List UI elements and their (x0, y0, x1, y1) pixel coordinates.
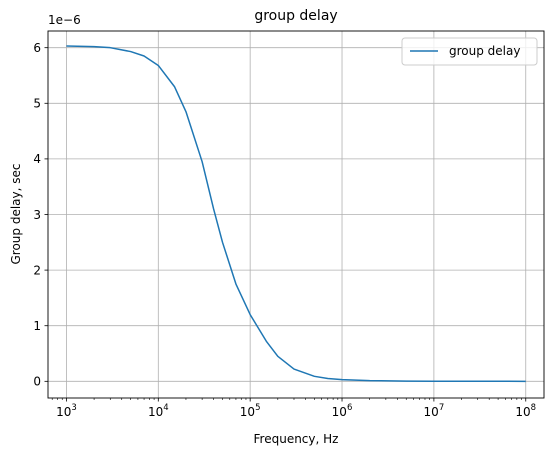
series-line-group-delay (66, 45, 526, 383)
legend-label: group delay (449, 44, 520, 58)
x-tick-label: 107 (424, 403, 445, 419)
grid (48, 31, 544, 398)
y-offset-text: 1e−6 (48, 13, 81, 27)
series (66, 45, 526, 383)
legend: group delay (401, 37, 538, 66)
plot-frame (47, 30, 545, 399)
ticks: 0 1 2 3 4 5 6 103 104 105 106 107 108 (33, 41, 536, 419)
y-tick-label: 6 (33, 41, 41, 55)
y-tick-label: 4 (33, 152, 41, 166)
x-axis-label: Frequency, Hz (254, 432, 339, 446)
legend-box (401, 37, 538, 66)
x-tick-label: 106 (332, 403, 353, 419)
y-tick-label: 5 (33, 97, 41, 111)
y-tick-label: 3 (33, 208, 41, 222)
x-tick-label: 108 (515, 403, 536, 419)
y-tick-label: 2 (33, 263, 41, 277)
y-tick-label: 1 (33, 319, 41, 333)
chart-title: group delay (254, 8, 337, 24)
x-tick-label: 104 (148, 403, 169, 419)
x-tick-label: 103 (56, 403, 77, 419)
y-axis-label: Group delay, sec (9, 164, 23, 265)
y-tick-label: 0 (33, 375, 41, 389)
x-tick-label: 105 (240, 403, 261, 419)
